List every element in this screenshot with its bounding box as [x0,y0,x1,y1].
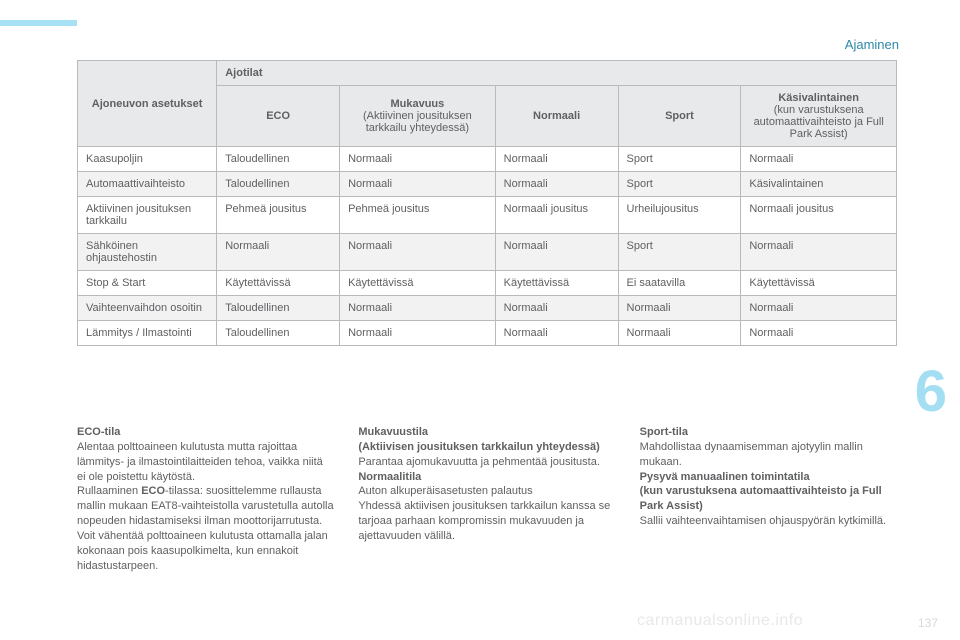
table-cell: Normaali [495,234,618,271]
accent-bar [0,20,77,26]
table-cell: Normaali [340,234,496,271]
modes-table: Ajoneuvon asetukset Ajotilat ECOMukavuus… [77,60,897,346]
table-cell: Sähköinen ohjaustehostin [78,234,217,271]
table-cell: Kaasupoljin [78,147,217,172]
table-cell: Vaihteenvaihdon osoitin [78,296,217,321]
table-cell: Lämmitys / Ilmastointi [78,321,217,346]
table-cell: Normaali [618,321,741,346]
table-cell: Normaali [618,296,741,321]
table-cell: Käytettävissä [741,271,897,296]
table-cell: Normaali [495,321,618,346]
table-cell: Normaali [741,321,897,346]
column-comfort: Mukavuustila (Aktiivisen jousituksen tar… [358,425,615,573]
col-header: Käsivalintainen(kun varustuksena automaa… [741,86,897,147]
table-row: KaasupoljinTaloudellinenNormaaliNormaali… [78,147,897,172]
eco-heading: ECO-tila [77,426,120,438]
eco-text-2b: ECO [141,485,165,497]
table-cell: Normaali [217,234,340,271]
col-header: Ajoneuvon asetukset [92,98,203,110]
table-cell: Sport [618,234,741,271]
table-cell: Aktiivinen jousituksen tarkkailu [78,197,217,234]
table-cell: Normaali [340,172,496,197]
eco-text-1: Alentaa polttoaineen kulutusta mutta raj… [77,441,323,483]
table-cell: Taloudellinen [217,147,340,172]
normal-text-1: Auton alkuperäisasetusten palautus [358,485,532,497]
eco-text-2c: -tilassa: suosittelemme rullausta mallin… [77,485,334,571]
table-cell: Normaali [495,296,618,321]
table-row: Stop & StartKäytettävissäKäytettävissäKä… [78,271,897,296]
table-cell: Stop & Start [78,271,217,296]
table-cell: Käsivalintainen [741,172,897,197]
table-row: Lämmitys / IlmastointiTaloudellinenNorma… [78,321,897,346]
table-row: Sähköinen ohjaustehostinNormaaliNormaali… [78,234,897,271]
table-cell: Normaali [340,147,496,172]
column-sport: Sport-tila Mahdollistaa dynaamisemman aj… [640,425,897,573]
description-columns: ECO-tila Alentaa polttoaineen kulutusta … [77,425,897,573]
table-cell: Käytettävissä [340,271,496,296]
table-cell: Urheilujousitus [618,197,741,234]
normal-heading: Normaalitila [358,471,421,483]
table-cell: Käytettävissä [495,271,618,296]
comfort-text-1: Parantaa ajomukavuutta ja pehmentää jous… [358,456,600,468]
page-number: 137 [918,616,938,630]
chapter-number: 6 [915,358,947,425]
sport-text-1: Mahdollistaa dynaamisemman ajotyylin mal… [640,441,863,468]
table-cell: Normaali jousitus [741,197,897,234]
table-cell: Ei saatavilla [618,271,741,296]
col-header: Mukavuus(Aktiivinen jousituksen tarkkail… [340,86,496,147]
table-cell: Normaali [495,147,618,172]
table-cell: Pehmeä jousitus [217,197,340,234]
table-cell: Sport [618,172,741,197]
col-header: Sport [618,86,741,147]
table-row: AutomaattivaihteistoTaloudellinenNormaal… [78,172,897,197]
col-header: ECO [217,86,340,147]
watermark: carmanualsonline.info [637,612,803,630]
modes-table-inner: Ajoneuvon asetukset Ajotilat ECOMukavuus… [77,60,897,346]
table-cell: Sport [618,147,741,172]
table-cell: Normaali [340,296,496,321]
table-row: Vaihteenvaihdon osoitinTaloudellinenNorm… [78,296,897,321]
table-cell: Normaali [741,234,897,271]
comfort-heading: Mukavuustila [358,426,428,438]
table-cell: Käytettävissä [217,271,340,296]
table-cell: Taloudellinen [217,172,340,197]
column-eco: ECO-tila Alentaa polttoaineen kulutusta … [77,425,334,573]
manual-heading: Pysyvä manuaalinen toimintatila [640,471,810,483]
top-header: Ajotilat [217,61,897,86]
table-cell: Automaattivaihteisto [78,172,217,197]
comfort-subheading: (Aktiivisen jousituksen tarkkailun yhtey… [358,441,599,453]
manual-text-1: Sallii vaihteenvaihtamisen ohjauspyörän … [640,515,886,527]
table-cell: Taloudellinen [217,296,340,321]
table-row: Aktiivinen jousituksen tarkkailuPehmeä j… [78,197,897,234]
table-cell: Normaali [340,321,496,346]
table-cell: Pehmeä jousitus [340,197,496,234]
table-cell: Normaali [741,296,897,321]
eco-text-2a: Rullaaminen [77,485,141,497]
normal-text-2: Yhdessä aktiivisen jousituksen tarkkailu… [358,500,610,542]
sport-heading: Sport-tila [640,426,688,438]
table-cell: Taloudellinen [217,321,340,346]
table-cell: Normaali jousitus [495,197,618,234]
table-cell: Normaali [495,172,618,197]
page-title: Ajaminen [845,37,899,52]
table-cell: Normaali [741,147,897,172]
col-header: Normaali [495,86,618,147]
manual-subheading: (kun varustuksena automaattivaihteisto j… [640,485,882,512]
